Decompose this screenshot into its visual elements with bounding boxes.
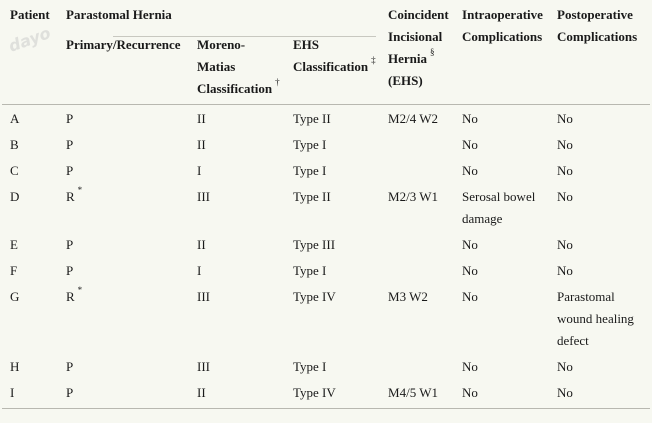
cell-patient: I [10,385,15,400]
cell-primary-recurrence: P [66,237,74,252]
cell-coincident [380,131,454,157]
footnote-mark: † [275,76,280,87]
cell-patient: E [10,237,18,252]
cell-primary-recurrence: P [66,263,74,278]
table-row: B P II Type I No No [2,131,650,157]
cell-primary-recurrence: P [66,111,74,126]
header-intraoperative: Intraoperative Complications [462,7,543,44]
cell-postoperative: Parastomal wound healing defect [557,289,634,348]
cell-intraoperative: No [462,237,478,252]
cell-intraoperative: No [462,289,478,304]
cell-patient: G [10,289,20,304]
hernia-table: Patient Parastomal Hernia Coincident Inc… [2,0,650,409]
cell-primary-recurrence: R * [66,184,83,204]
footnote-mark: ‡ [371,54,376,65]
header-parastomal-hernia: Parastomal Hernia [58,0,380,37]
cell-postoperative: No [557,111,573,126]
table-body: A P II Type II M2/4 W2 No No B P II Type… [2,105,650,409]
cell-coincident: M4/5 W1 [388,385,438,400]
cell-coincident: M3 W2 [388,289,428,304]
cell-ehs: Type IV [293,385,336,400]
cell-postoperative: No [557,189,573,204]
cell-ehs: Type I [293,359,327,374]
cell-primary-recurrence: P [66,385,74,400]
cell-postoperative: No [557,137,573,152]
cell-patient: B [10,137,19,152]
cell-moreno: III [197,359,210,374]
header-primary-recurrence: Primary/Recurrence [66,37,181,52]
cell-primary-recurrence: P [66,137,74,152]
table-row: D R * III Type II M2/3 W1 Serosal bowel d… [2,183,650,231]
header-moreno-matias: Moreno- Matias Classification † [197,37,280,96]
cell-primary-recurrence: P [66,359,74,374]
table-row: H P III Type I No No [2,353,650,379]
cell-intraoperative: Serosal bowel damage [462,189,536,226]
cell-patient: F [10,263,18,278]
header-coincident: Coincident Incisional Hernia § (EHS) [388,7,449,88]
table-row: C P I Type I No No [2,157,650,183]
cell-ehs: Type II [293,111,331,126]
cell-ehs: Type III [293,237,336,252]
header-patient: Patient [10,7,50,22]
cell-moreno: III [197,189,210,204]
cell-coincident [380,231,454,257]
cell-intraoperative: No [462,163,478,178]
cell-intraoperative: No [462,359,478,374]
cell-postoperative: No [557,163,573,178]
table-header: Patient Parastomal Hernia Coincident Inc… [2,0,650,105]
cell-primary-recurrence: R * [66,284,83,304]
header-postoperative: Postoperative Complications [557,7,638,44]
cell-postoperative: No [557,263,573,278]
footnote-mark: § [430,46,435,57]
cell-intraoperative: No [462,263,478,278]
cell-moreno: II [197,137,206,152]
cell-moreno: II [197,237,206,252]
cell-intraoperative: No [462,385,478,400]
cell-ehs: Type II [293,189,331,204]
cell-patient: D [10,189,20,204]
cell-coincident [380,353,454,379]
cell-postoperative: No [557,237,573,252]
group-underline [113,36,377,37]
cell-primary-recurrence: P [66,163,74,178]
cell-moreno: II [197,111,206,126]
cell-patient: H [10,359,20,374]
cell-coincident: M2/4 W2 [388,111,438,126]
table-row: G R * III Type IV M3 W2 No Parastomal wou… [2,283,650,353]
cell-moreno: I [197,163,202,178]
cell-ehs: Type I [293,137,327,152]
cell-postoperative: No [557,385,573,400]
cell-ehs: Type IV [293,289,336,304]
cell-moreno: I [197,263,202,278]
cell-coincident [380,157,454,183]
table-row: A P II Type II M2/4 W2 No No [2,105,650,132]
cell-postoperative: No [557,359,573,374]
cell-ehs: Type I [293,163,327,178]
cell-intraoperative: No [462,111,478,126]
cell-patient: C [10,163,19,178]
cell-coincident [380,257,454,283]
cell-patient: A [10,111,20,126]
table-row: F P I Type I No No [2,257,650,283]
table-row: E P II Type III No No [2,231,650,257]
cell-moreno: III [197,289,210,304]
cell-coincident: M2/3 W1 [388,189,438,204]
cell-ehs: Type I [293,263,327,278]
table-row: I P II Type IV M4/5 W1 No No [2,379,650,409]
cell-intraoperative: No [462,137,478,152]
header-ehs-classification: EHS Classification ‡ [293,37,376,74]
cell-moreno: II [197,385,206,400]
